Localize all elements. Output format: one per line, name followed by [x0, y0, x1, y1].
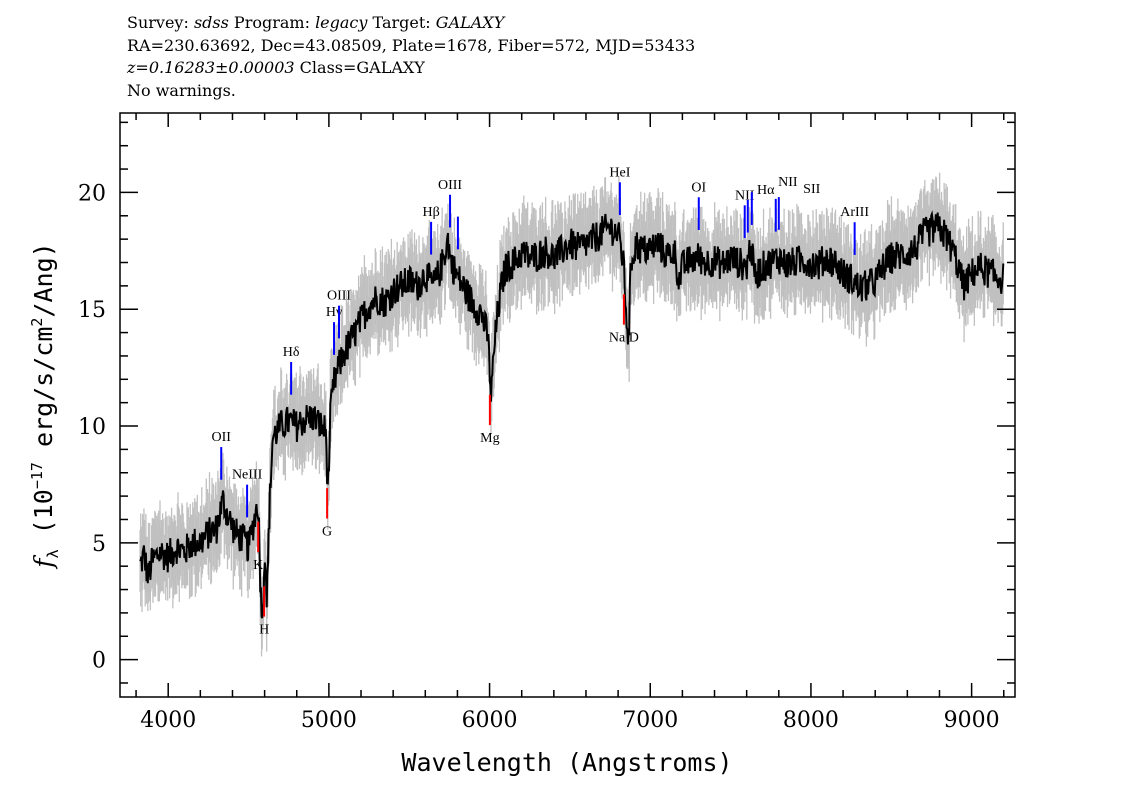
x-tick-label: 8000 [783, 708, 839, 733]
emission-line-label: ArIII [840, 205, 869, 220]
absorption-line-label: G [322, 525, 332, 540]
program-value: legacy [315, 13, 368, 32]
spectrum-series [139, 210, 1005, 619]
x-tick-label: 7000 [622, 708, 678, 733]
survey-value: sdss [193, 13, 229, 32]
redshift-value: z=0.16283±0.00003 [127, 58, 295, 77]
absorption-line-label: Mg [480, 431, 499, 446]
emission-line-label: NII [735, 188, 755, 203]
x-tick-label: 4000 [140, 708, 196, 733]
absorption-line-label: Na D [609, 331, 639, 346]
emission-line-label: HeI [609, 165, 630, 180]
survey-label: Survey: [127, 13, 189, 32]
y-tick-label: 10 [78, 415, 106, 440]
spectrum-line [139, 210, 1005, 619]
emission-line-label: Hα [757, 183, 775, 198]
target-value: GALAXY [435, 13, 505, 32]
target-label: Target: [372, 13, 431, 32]
emission-line-label: OII [212, 430, 232, 445]
emission-line-label: Hβ [422, 205, 439, 220]
spectrum-header: Survey: sdss Program: legacy Target: GAL… [127, 12, 695, 102]
emission-line-label: OI [691, 180, 706, 195]
header-line-1: Survey: sdss Program: legacy Target: GAL… [127, 12, 695, 35]
program-label: Program: [233, 13, 310, 32]
plot-frame [119, 112, 1016, 698]
y-tick-label: 5 [92, 532, 106, 557]
emission-line-label: OIII [438, 178, 462, 193]
x-tick-label: 6000 [462, 708, 518, 733]
header-line-2: RA=230.63692, Dec=43.08509, Plate=1678, … [127, 35, 696, 55]
emission-line-label: Hδ [283, 345, 300, 360]
emission-line-label: OIII [327, 289, 351, 304]
y-tick-label: 20 [78, 181, 106, 206]
emission-line-label: NeIII [232, 468, 263, 483]
header-line-3: z=0.16283±0.00003 Class=GALAXY [127, 57, 695, 80]
absorption-line-label: K [253, 558, 263, 573]
axis-ticks: 4000 5000 6000 7000 8000 9000 0 5 10 15 20 [78, 113, 1015, 733]
x-axis-label: Wavelength (Angstroms) [401, 748, 732, 777]
absorption-line-label: H [259, 623, 269, 638]
x-tick-label: 9000 [944, 708, 1000, 733]
header-line-4: No warnings. [127, 80, 236, 100]
emission-line-label: SII [803, 182, 820, 197]
emission-line-label: NII [778, 175, 798, 190]
y-tick-label: 0 [92, 649, 106, 674]
y-axis-label: fλ (10−17 erg/s/cm2/Ang) [28, 242, 62, 569]
x-tick-label: 5000 [301, 708, 357, 733]
y-tick-label: 15 [78, 298, 106, 323]
class-value: Class=GALAXY [299, 58, 425, 77]
